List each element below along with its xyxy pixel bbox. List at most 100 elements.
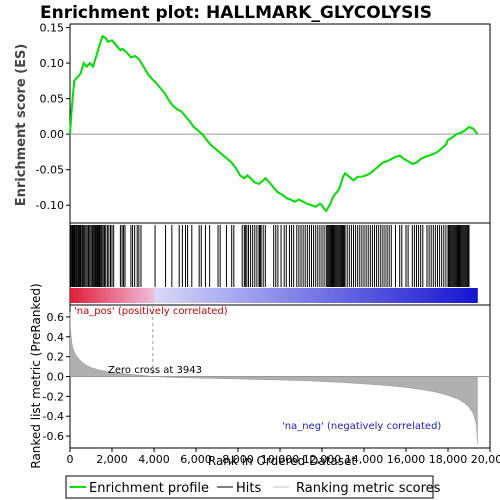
color-bar-segment xyxy=(454,288,458,303)
legend-frame xyxy=(65,475,434,499)
color-bar-segment xyxy=(407,288,411,303)
x-tick-label: 12,000 xyxy=(303,453,342,466)
color-bar-segment xyxy=(326,288,330,303)
color-bar-segment xyxy=(404,288,408,303)
color-bar-segment xyxy=(224,288,228,303)
color-bar-segment xyxy=(113,288,117,303)
x-tick-label: 18,000 xyxy=(429,453,468,466)
color-bar-segment xyxy=(366,288,371,303)
color-bar-segment xyxy=(104,288,109,303)
color-bar-segment xyxy=(174,288,179,303)
color-bar-segment xyxy=(395,288,400,303)
color-bar-segment xyxy=(328,288,333,303)
color-bar-segment xyxy=(372,288,376,303)
rank-color-bar xyxy=(70,288,478,303)
color-bar-segment xyxy=(253,288,257,303)
color-bar-segment xyxy=(84,288,88,303)
metric-y-tick-label: 0.6 xyxy=(47,311,65,324)
color-bar-segment xyxy=(285,288,289,303)
color-bar-segment xyxy=(78,288,83,303)
legend-enrichment-label: Enrichment profile xyxy=(89,481,209,496)
color-bar-segment xyxy=(352,288,356,303)
color-bar-segment xyxy=(154,288,158,303)
color-bar-segment xyxy=(430,288,435,303)
color-bar-segment xyxy=(279,288,283,303)
color-bar-segment xyxy=(305,288,310,303)
es-y-tick-label: -0.05 xyxy=(36,164,64,177)
hits-panel xyxy=(69,222,491,306)
x-tick-label: 8,000 xyxy=(222,453,254,466)
color-bar-segment xyxy=(198,288,202,303)
color-bar-segment xyxy=(209,288,213,303)
color-bar-segment xyxy=(134,288,138,303)
color-bar-segment xyxy=(378,288,382,303)
es-y-ticks: -0.10 -0.05 0.00 0.05 0.10 0.15 xyxy=(36,22,70,212)
color-bar-segment xyxy=(387,288,391,303)
color-bar-segment xyxy=(294,288,298,303)
color-bar-segment xyxy=(256,288,260,303)
color-bar-segment xyxy=(276,288,280,303)
es-panel: -0.10 -0.05 0.00 0.05 0.10 0.15 Enrichment sc… xyxy=(14,22,491,224)
color-bar-segment xyxy=(148,288,152,303)
metric-y-tick-label: -0.4 xyxy=(43,410,64,423)
metric-panel: -0.6 -0.4 -0.2 0.0 0.2 0.4 0.6 'na_pos' (posit… xyxy=(29,283,491,469)
color-bar-segment xyxy=(334,288,339,303)
color-bar-segment xyxy=(81,288,85,303)
legend: Enrichment profile Hits Ranking metric s… xyxy=(65,475,441,499)
color-bar-segment xyxy=(142,288,147,303)
color-bar-segment xyxy=(358,288,362,303)
zero-cross-label: Zero cross at 3943 xyxy=(108,365,202,376)
color-bar-segment xyxy=(320,288,324,303)
x-axis-label: Rank in Ordered Dataset xyxy=(208,454,356,468)
x-tick-label: 4,000 xyxy=(138,453,170,466)
color-bar-segment xyxy=(119,288,123,303)
ranking-metric-area xyxy=(69,311,478,445)
color-bar-segment xyxy=(451,288,455,303)
color-bar-segment xyxy=(215,288,219,303)
color-bar-segment xyxy=(116,288,120,303)
color-bar-segment xyxy=(122,288,126,303)
color-bar-segment xyxy=(471,288,475,303)
color-bar-segment xyxy=(250,288,254,303)
neg-correlated-label: 'na_neg' (negatively correlated) xyxy=(282,421,441,432)
color-bar-segment xyxy=(166,288,170,303)
color-bar-segment xyxy=(259,288,263,303)
x-tick-label: 2,000 xyxy=(96,453,128,466)
color-bar-segment xyxy=(75,288,80,303)
color-bar-segment xyxy=(139,288,144,303)
metric-y-tick-label: 0.4 xyxy=(47,331,65,344)
color-bar-segment xyxy=(343,288,347,303)
color-bar-segment xyxy=(448,288,452,303)
color-bar-segment xyxy=(186,288,190,303)
color-bar-segment xyxy=(355,288,359,303)
color-bar-segment xyxy=(128,288,132,303)
color-bar-segment xyxy=(337,288,342,303)
x-tick-label: 10,000 xyxy=(261,453,300,466)
color-bar-segment xyxy=(413,288,417,303)
color-bar-segment xyxy=(136,288,141,303)
color-bar-segment xyxy=(96,288,100,303)
color-bar-segment xyxy=(232,288,237,303)
color-bar-segment xyxy=(442,288,446,303)
color-bar-segment xyxy=(401,288,406,303)
color-bar-segment xyxy=(235,288,240,303)
color-bar-segment xyxy=(218,288,222,303)
color-bar-segment xyxy=(419,288,423,303)
color-bar-segment xyxy=(425,288,429,303)
color-bar-segment xyxy=(72,288,77,303)
x-tick-label: 16,000 xyxy=(387,453,426,466)
metric-y-tick-label: -0.2 xyxy=(43,390,64,403)
color-bar-segment xyxy=(267,288,272,303)
color-bar-segment xyxy=(398,288,403,303)
color-bar-segment xyxy=(462,288,467,303)
hit-marks xyxy=(70,225,470,287)
color-bar-segment xyxy=(282,288,286,303)
metric-y-tick-label: -0.6 xyxy=(43,430,64,443)
color-bar-segment xyxy=(238,288,243,303)
color-bar-segment xyxy=(410,288,414,303)
es-panel-frame xyxy=(69,23,491,224)
color-bar-segment xyxy=(422,288,426,303)
color-bar-segment xyxy=(390,288,394,303)
color-bar-segment xyxy=(157,288,161,303)
